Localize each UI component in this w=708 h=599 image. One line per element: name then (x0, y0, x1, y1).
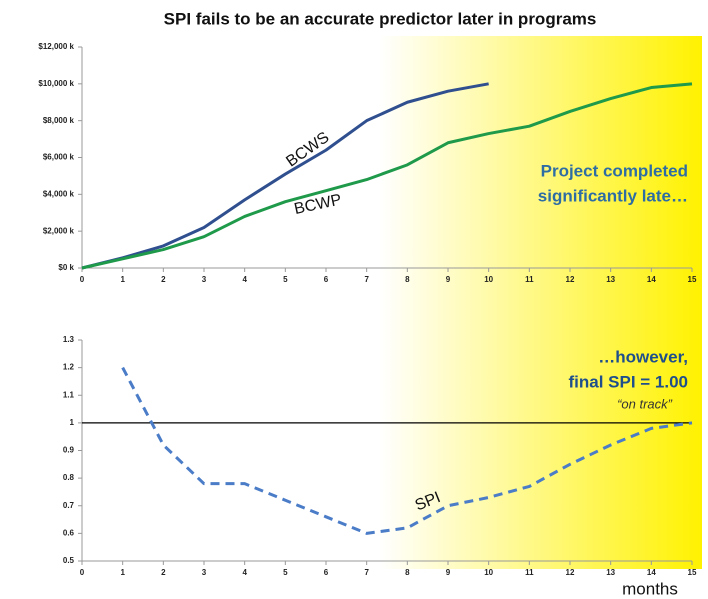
x-tick-label: 5 (283, 568, 288, 577)
x-tick-label: 8 (405, 568, 410, 577)
x-tick-label: 2 (161, 568, 166, 577)
x-tick-label: 11 (525, 568, 534, 577)
y-tick-label: 1.2 (63, 363, 75, 372)
y-tick-label: $0 k (58, 263, 74, 272)
x-tick-label: 4 (242, 275, 247, 284)
x-tick-label: 0 (80, 568, 85, 577)
y-tick-label: 0.9 (63, 446, 75, 455)
x-tick-label: 0 (80, 275, 85, 284)
x-tick-label: 1 (120, 275, 125, 284)
x-tick-label: 12 (566, 275, 575, 284)
x-tick-label: 13 (606, 275, 615, 284)
x-tick-label: 14 (647, 275, 656, 284)
x-tick-label: 1 (120, 568, 125, 577)
x-tick-label: 10 (484, 275, 493, 284)
x-tick-label: 7 (364, 568, 369, 577)
x-tick-label: 11 (525, 275, 534, 284)
y-tick-label: $2,000 k (43, 226, 75, 235)
x-axis-label: months (622, 579, 678, 598)
y-tick-label: 0.5 (63, 556, 75, 565)
x-tick-label: 8 (405, 275, 410, 284)
x-tick-label: 3 (202, 275, 207, 284)
annotation: significantly late… (538, 186, 688, 205)
y-tick-label: 0.8 (63, 473, 75, 482)
series-line (81, 82, 693, 270)
annotation: Project completed (541, 161, 688, 180)
series-line (121, 366, 693, 535)
y-tick-label: 1 (70, 418, 75, 427)
x-tick-label: 5 (283, 275, 288, 284)
y-tick-label: 1.3 (63, 335, 75, 344)
y-tick-label: 0.6 (63, 528, 75, 537)
y-tick-label: $12,000 k (38, 42, 74, 51)
series-label: BCWP (293, 191, 343, 218)
x-tick-label: 4 (242, 568, 247, 577)
y-tick-label: $4,000 k (43, 189, 75, 198)
x-tick-label: 15 (688, 568, 697, 577)
annotation: final SPI = 1.00 (568, 372, 688, 391)
x-tick-label: 10 (484, 568, 493, 577)
annotation-note: “on track” (617, 396, 673, 411)
y-tick-label: $6,000 k (43, 153, 75, 162)
x-tick-label: 6 (324, 275, 329, 284)
x-tick-label: 12 (566, 568, 575, 577)
x-tick-label: 3 (202, 568, 207, 577)
background-highlight (380, 36, 702, 569)
y-tick-label: $10,000 k (38, 79, 74, 88)
x-tick-label: 15 (688, 275, 697, 284)
x-tick-label: 9 (446, 275, 451, 284)
x-tick-label: 14 (647, 568, 656, 577)
x-tick-label: 9 (446, 568, 451, 577)
x-tick-label: 7 (364, 275, 369, 284)
chart-title: SPI fails to be an accurate predictor la… (164, 9, 597, 28)
y-tick-label: 1.1 (63, 390, 75, 399)
series-line (81, 82, 489, 270)
y-tick-label: 0.7 (63, 501, 75, 510)
x-tick-label: 13 (606, 568, 615, 577)
x-tick-label: 6 (324, 568, 329, 577)
annotation: …however, (598, 347, 688, 366)
x-tick-label: 2 (161, 275, 166, 284)
y-tick-label: $8,000 k (43, 116, 75, 125)
